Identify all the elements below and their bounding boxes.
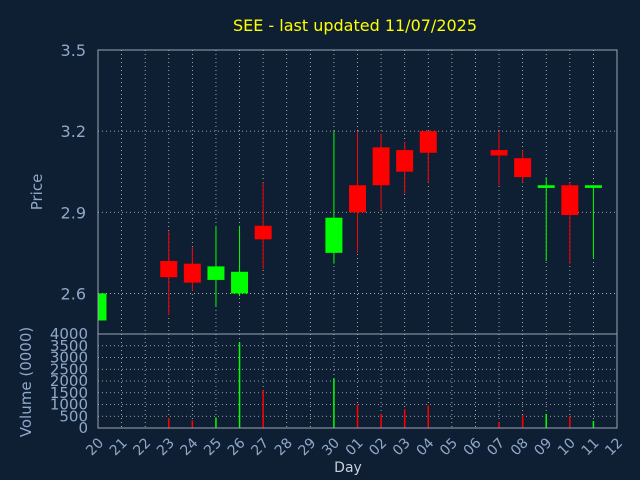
volume-tick-label: 500 bbox=[59, 407, 88, 425]
x-tick-label: 09 bbox=[531, 435, 555, 459]
volume-bars bbox=[168, 342, 595, 428]
x-tick-label: 07 bbox=[484, 435, 508, 459]
volume-tick-label: 3500 bbox=[50, 337, 88, 355]
candle-body bbox=[514, 158, 532, 178]
x-tick-label: 12 bbox=[602, 435, 626, 459]
price-tick-label: 3.5 bbox=[61, 41, 86, 60]
x-tick-label: 22 bbox=[130, 435, 154, 459]
price-tick-label: 3.2 bbox=[61, 122, 86, 141]
volume-bar bbox=[498, 422, 500, 428]
volume-tick-label: 3000 bbox=[50, 349, 88, 367]
volume-bar bbox=[356, 404, 359, 428]
volume-bar bbox=[403, 409, 406, 428]
volume-bar bbox=[168, 418, 170, 428]
x-tick-label: 23 bbox=[154, 435, 178, 459]
x-tick-label: 26 bbox=[225, 435, 249, 459]
x-tick-label: 08 bbox=[508, 435, 532, 459]
candle-body bbox=[372, 147, 390, 186]
price-tick-label: 2.9 bbox=[61, 203, 86, 222]
volume-bar bbox=[592, 420, 595, 428]
volume-bar bbox=[569, 416, 571, 428]
price-axis-label: Price bbox=[28, 174, 46, 211]
volume-panel-frame bbox=[97, 333, 618, 429]
volume-bar bbox=[380, 413, 382, 428]
candle-body bbox=[207, 266, 225, 280]
x-tick-label: 10 bbox=[555, 435, 579, 459]
volume-bar bbox=[427, 405, 430, 428]
x-tick-label: 11 bbox=[579, 435, 603, 459]
volume-tick-label: 4000 bbox=[50, 325, 88, 343]
chart-title: SEE - last updated 11/07/2025 bbox=[233, 16, 477, 35]
x-tick-label: 01 bbox=[343, 435, 367, 459]
candle-body bbox=[254, 225, 272, 240]
x-tick-label: 20 bbox=[83, 435, 107, 459]
x-tick-label: 27 bbox=[248, 435, 272, 459]
candle-body bbox=[537, 185, 555, 188]
x-tick-label: 21 bbox=[107, 435, 131, 459]
volume-bar bbox=[191, 420, 194, 428]
volume-axis-label: Volume (0000) bbox=[17, 327, 35, 437]
volume-tick-label: 1000 bbox=[50, 396, 88, 414]
volume-bar bbox=[521, 415, 524, 428]
candle-body bbox=[98, 293, 107, 321]
x-tick-label: 03 bbox=[390, 435, 414, 459]
volume-bar bbox=[238, 342, 241, 428]
candle-body bbox=[231, 271, 249, 294]
x-tick-label: 06 bbox=[461, 435, 485, 459]
x-tick-label: 04 bbox=[413, 435, 437, 459]
volume-tick-label: 0 bbox=[78, 419, 88, 437]
volume-bar bbox=[215, 417, 217, 428]
candle-body bbox=[183, 263, 201, 283]
x-tick-label: 25 bbox=[201, 435, 225, 459]
axes: 2.6 2.9 3.2 3.5 0500100015002000250030003500… bbox=[50, 41, 626, 459]
volume-tick-label: 2000 bbox=[50, 372, 88, 390]
x-tick-label: 29 bbox=[296, 435, 320, 459]
x-tick-label: 30 bbox=[319, 435, 343, 459]
candle-body bbox=[349, 185, 366, 213]
volume-bar bbox=[333, 378, 335, 428]
x-axis-label: Day bbox=[334, 460, 362, 476]
candle-body bbox=[419, 131, 437, 153]
candle-body bbox=[160, 260, 178, 278]
candle-body bbox=[325, 217, 343, 253]
candles bbox=[97, 131, 602, 321]
candle-body bbox=[396, 150, 414, 172]
x-tick-label: 05 bbox=[437, 435, 461, 459]
x-tick-label: 28 bbox=[272, 435, 296, 459]
volume-tick-label: 1500 bbox=[50, 384, 88, 402]
candle-body bbox=[490, 150, 508, 156]
candle-body bbox=[584, 185, 602, 188]
price-tick-label: 2.6 bbox=[61, 284, 86, 303]
candle-body bbox=[561, 185, 579, 215]
volume-tick-label: 2500 bbox=[50, 360, 88, 378]
volume-bar bbox=[545, 413, 547, 428]
volume-bar bbox=[262, 390, 264, 428]
x-tick-label: 02 bbox=[366, 435, 390, 459]
x-tick-label: 24 bbox=[178, 435, 202, 459]
